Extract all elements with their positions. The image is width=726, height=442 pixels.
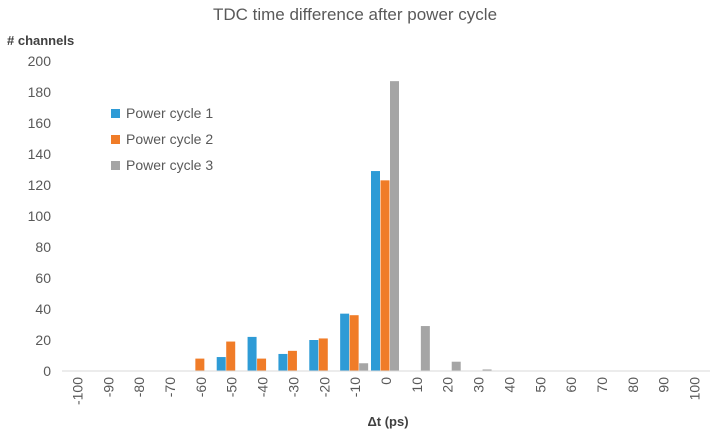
bars [195,81,492,372]
x-tick-label: -50 [224,377,240,397]
y-tick-label: 100 [28,208,52,224]
y-tick-label: 200 [28,53,52,69]
legend-swatch [111,109,120,118]
x-tick-label: -20 [316,377,332,397]
bar [482,369,492,371]
x-tick-label: 100 [687,377,703,401]
x-tick-label: -60 [193,377,209,397]
y-tick-label: 80 [35,239,51,255]
y-tick-label: 40 [35,301,51,317]
x-tick-label: 70 [594,377,610,393]
bar [451,361,461,371]
x-tick-label: 30 [471,377,487,393]
legend-label: Power cycle 3 [126,157,213,173]
bar [226,341,236,371]
bar [371,171,380,371]
x-tick-label: 40 [501,377,517,393]
y-tick-label: 140 [28,146,52,162]
x-tick-label: -30 [285,377,301,397]
bar [216,357,226,371]
x-tick-label: -100 [69,377,85,405]
bar [318,338,328,371]
bar [349,315,359,371]
x-tick-label: 50 [532,377,548,393]
y-axis: 0 20 40 60 80 100 120 140 160 180 200 [28,53,52,379]
y-tick-label: 160 [28,115,52,131]
x-tick-label: 10 [409,377,425,393]
legend-label: Power cycle 1 [126,105,213,121]
legend-swatch [111,161,120,170]
bar [309,340,319,371]
legend-swatch [111,135,120,144]
x-tick-label: 20 [440,377,456,393]
legend-label: Power cycle 2 [126,131,213,147]
x-tick-label: -10 [347,377,363,397]
bar [359,363,369,371]
bar [195,358,205,371]
x-tick-label: -40 [255,377,271,397]
y-tick-label: 180 [28,84,52,100]
bar [257,358,267,371]
x-tick-label: -70 [162,377,178,397]
bar [380,180,390,371]
y-tick-label: 120 [28,177,52,193]
y-tick-label: 0 [43,363,51,379]
y-tick-label: 60 [35,270,51,286]
x-tick-label: 0 [378,377,394,385]
x-tick-label: -90 [100,377,116,397]
y-axis-label: # channels [7,33,74,48]
bar [340,313,350,371]
chart-title: TDC time difference after power cycle [213,5,497,24]
bar [247,336,257,371]
bar [420,326,430,371]
bar [287,350,297,371]
x-axis-label: Δt (ps) [367,414,408,429]
y-tick-label: 20 [35,332,51,348]
bar [278,353,288,371]
legend: Power cycle 1 Power cycle 2 Power cycle 3 [111,105,213,173]
x-tick-label: -80 [131,377,147,397]
x-tick-label: 80 [625,377,641,393]
bar [390,81,399,372]
x-axis: -100 -90 -80 -70 -60 -50 -40 -30 -20 -10 0 10 20 30 40… [69,377,702,405]
x-tick-label: 60 [563,377,579,393]
x-tick-label: 90 [656,377,672,393]
